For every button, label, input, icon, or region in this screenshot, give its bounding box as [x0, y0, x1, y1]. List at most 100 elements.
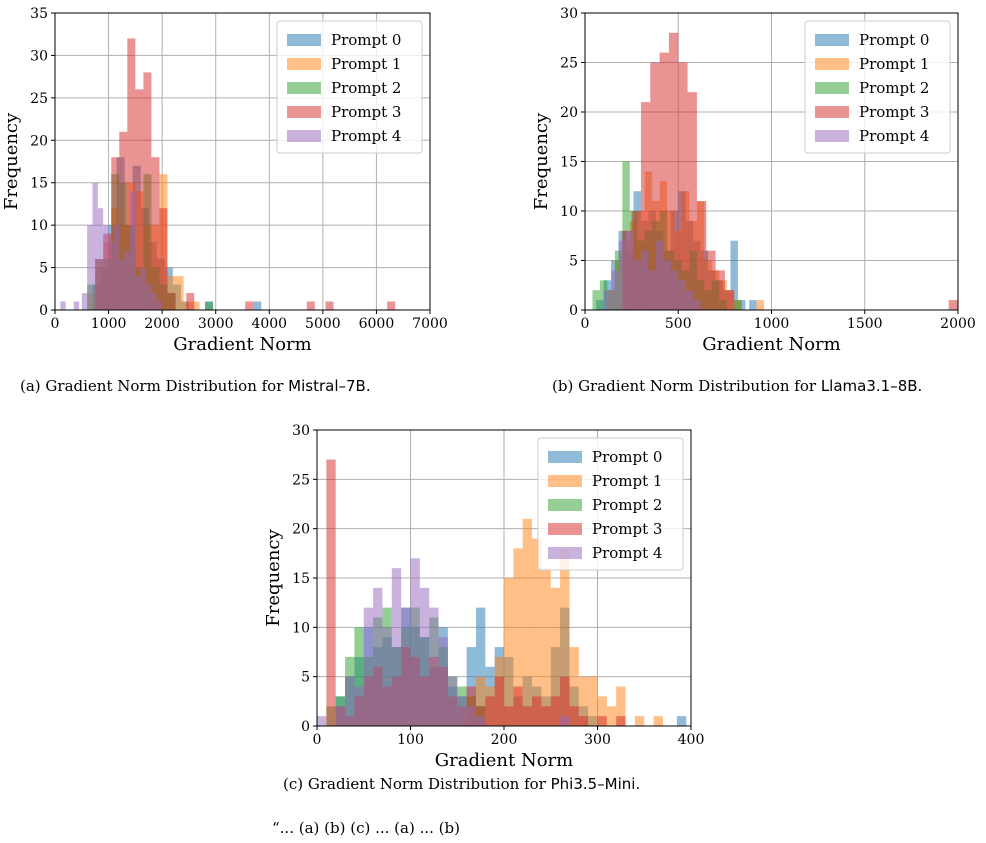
histogram-bar [466, 706, 476, 726]
legend: Prompt 0 Prompt 1 Prompt 2 Prompt 3 Prompt 4 [804, 20, 951, 154]
histogram-bar [354, 627, 364, 726]
x-tick-label: 4000 [251, 316, 287, 332]
legend-swatch [815, 106, 849, 118]
histogram-bar [401, 607, 411, 726]
caption-c: (c) Gradient Norm Distribution for Phi3.… [283, 775, 640, 793]
histogram-bar [175, 276, 184, 310]
axis-ticks: 0 500 1000 1500 2000 0 5 10 15 20 25 30 [560, 6, 976, 332]
histogram-bar [387, 301, 396, 310]
histogram-bar [633, 260, 641, 310]
histogram-bar [345, 676, 355, 726]
histogram-bar [159, 208, 168, 310]
histogram-bar [948, 300, 958, 310]
histogram-bar [191, 301, 200, 310]
histogram-bar [678, 280, 686, 310]
x-axis-label: Gradient Norm [435, 750, 573, 771]
histogram-bar [653, 716, 663, 726]
legend-entry: Prompt 1 [859, 55, 929, 73]
histogram-bar [668, 32, 679, 311]
histogram-bar [648, 270, 656, 310]
legend-entry: Prompt 2 [592, 496, 662, 514]
legend-entry: Prompt 2 [859, 79, 929, 97]
figure-footer-text: “... (a) (b) (c) ... (a) ... (b) [272, 819, 460, 837]
histogram-bar [734, 300, 742, 310]
histogram-bar [151, 293, 157, 310]
x-tick-label: 0 [313, 732, 322, 748]
axis-ticks: 0 1000 2000 3000 4000 5000 6000 7000 0 5 10 15 20 25 3… [30, 6, 448, 332]
series-prompt-4 [603, 230, 701, 310]
histogram-bar [140, 267, 147, 310]
histogram-bar [108, 242, 114, 310]
histogram-bar [706, 250, 716, 310]
x-tick-label: 200 [491, 732, 518, 748]
y-tick-label: 25 [560, 56, 578, 72]
histogram-bar [113, 225, 120, 310]
legend-box [276, 20, 423, 154]
histogram-bar [634, 716, 645, 726]
histogram-bar [475, 706, 486, 726]
legend-swatch [815, 58, 849, 70]
legend-swatch [548, 547, 582, 559]
x-axis-label: Gradient Norm [173, 334, 311, 355]
histogram-bar [560, 716, 570, 726]
histogram-bar [749, 300, 757, 310]
x-axis-label: Gradient Norm [702, 334, 840, 355]
legend-swatch [287, 106, 321, 118]
histogram-bar [670, 270, 679, 310]
histogram-bar [541, 706, 551, 726]
y-tick-label: 15 [30, 176, 48, 192]
legend-entry: Prompt 2 [331, 79, 401, 97]
histogram-bar [578, 676, 589, 726]
histogram-bar [475, 607, 486, 726]
histogram-bar [522, 706, 533, 726]
legend-entry: Prompt 3 [859, 103, 929, 121]
histogram-bar [73, 301, 80, 310]
histogram-bar [143, 72, 152, 311]
histogram-bar [592, 290, 600, 310]
histogram-bar [429, 607, 439, 726]
histogram-bar [550, 696, 561, 726]
histogram-bar [146, 284, 152, 310]
legend-box [804, 20, 951, 154]
histogram-bar [693, 300, 701, 310]
histogram-bar [447, 676, 458, 726]
y-tick-label: 0 [569, 303, 578, 319]
histogram-bar [326, 459, 336, 726]
x-tick-label: 3000 [198, 316, 234, 332]
x-tick-label: 7000 [412, 316, 448, 332]
histogram-bar [578, 716, 589, 726]
y-tick-label: 20 [560, 105, 578, 121]
histogram-bar [569, 647, 579, 726]
series-prompt-4 [317, 558, 570, 726]
histogram-bar [676, 716, 687, 726]
histogram-bar [532, 696, 542, 726]
legend-swatch [287, 34, 321, 46]
y-tick-label: 30 [560, 6, 578, 22]
histogram-bar [306, 301, 315, 310]
y-tick-label: 30 [30, 48, 48, 64]
histogram-bar [685, 290, 694, 310]
histogram-bar [167, 293, 176, 310]
histogram-bar [81, 293, 88, 310]
histogram-bar [457, 696, 467, 726]
histogram-bar [560, 548, 570, 726]
legend-entry: Prompt 4 [592, 544, 662, 562]
y-tick-label: 20 [292, 522, 310, 538]
histogram-bar [438, 637, 448, 726]
caption-b: (b) Gradient Norm Distribution for Llama… [552, 377, 922, 395]
histogram-bar [606, 706, 617, 726]
histogram-bar [130, 191, 136, 310]
histogram-bar [373, 587, 383, 726]
histogram-bar [124, 250, 130, 310]
y-axis-label: Frequency [1, 112, 22, 210]
y-tick-label: 0 [301, 719, 310, 735]
histogram-bar [640, 102, 651, 310]
legend-entry: Prompt 4 [859, 127, 929, 145]
x-tick-label: 5000 [305, 316, 341, 332]
y-tick-label: 0 [39, 303, 48, 319]
y-tick-label: 5 [301, 670, 310, 686]
histogram-bar [382, 627, 392, 726]
histogram-bar [97, 208, 104, 310]
legend: Prompt 0 Prompt 1 Prompt 2 Prompt 3 Prompt 4 [276, 20, 423, 154]
